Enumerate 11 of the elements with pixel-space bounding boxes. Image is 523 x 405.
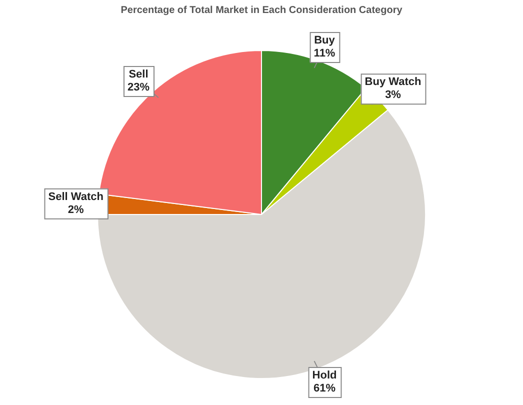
slice-label: Hold [312,370,337,382]
data-label: 11% [314,48,336,60]
data-label: 61% [313,382,336,395]
data-label: 2% [68,204,84,216]
slice-label: Sell [128,68,148,81]
slice-label: Buy [314,34,336,47]
chart-title: Percentage of Total Market in Each Consideration Category [120,4,403,16]
slice-label: Buy Watch [364,76,422,88]
data-label: 3% [385,89,402,102]
slice-label: Sell Watch [48,190,104,203]
data-label: 23% [127,82,150,94]
